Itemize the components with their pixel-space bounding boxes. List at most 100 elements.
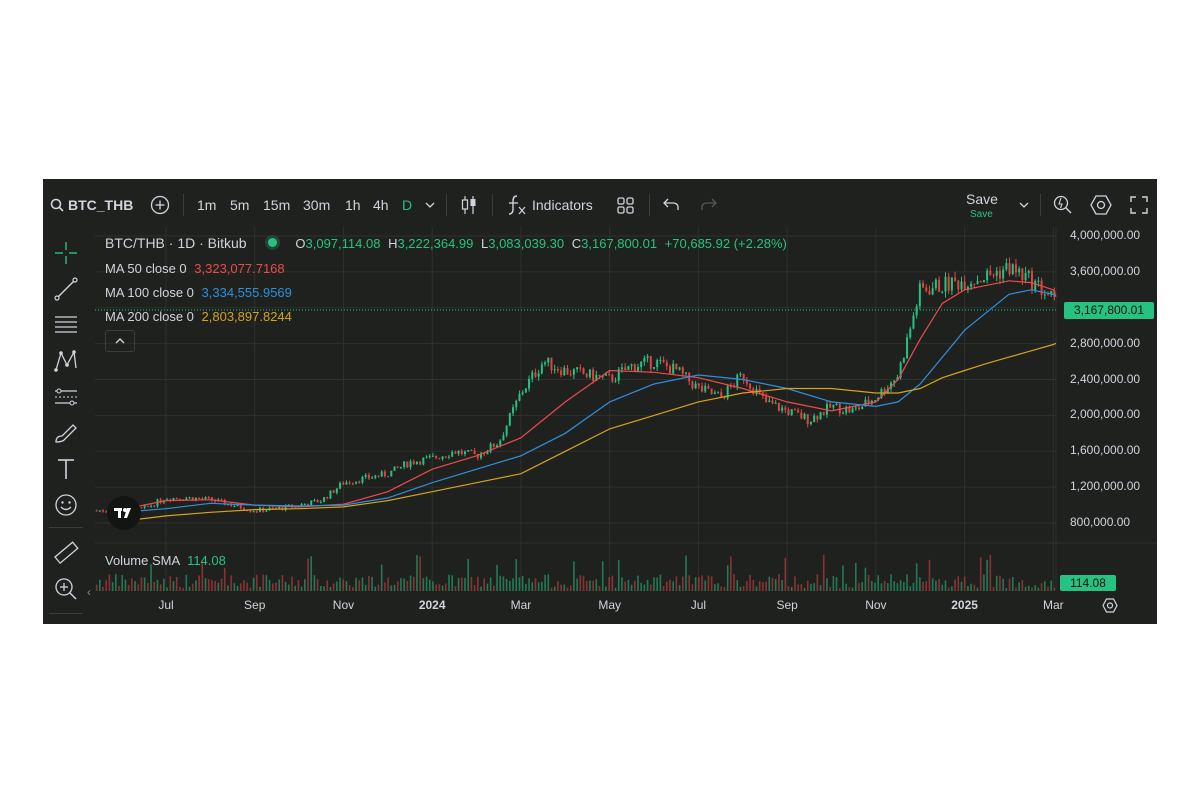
volume-bar (797, 584, 799, 591)
candle-body (662, 359, 665, 363)
save-button[interactable]: Save (966, 191, 998, 207)
axis-settings-icon[interactable] (1102, 598, 1118, 613)
candle-body (313, 500, 316, 502)
volume-bar (903, 582, 905, 591)
candle-body (393, 466, 396, 471)
chevron-down-icon[interactable] (1019, 201, 1029, 209)
volume-bar (656, 577, 658, 591)
volume-bar (919, 577, 921, 591)
text-icon[interactable] (53, 456, 79, 482)
volume-bar (320, 585, 322, 591)
volume-legend[interactable]: Volume SMA 114.08 (105, 553, 226, 568)
volume-bar (102, 586, 104, 591)
fib-retracement-icon[interactable] (53, 312, 79, 338)
interval-1h[interactable]: 1h (345, 197, 361, 213)
candle-body (598, 374, 601, 377)
ma50-legend[interactable]: MA 50 close 0 3,323,077.7168 (105, 261, 285, 276)
volume-bar (1008, 578, 1011, 591)
function-icon[interactable] (507, 194, 527, 216)
volume-bar (963, 576, 966, 591)
chevron-down-icon[interactable] (425, 201, 435, 209)
volume-bar (864, 567, 867, 591)
candle-body (736, 374, 739, 388)
interval-1m[interactable]: 1m (197, 197, 217, 213)
compare-add-icon[interactable] (150, 195, 170, 215)
candle-body (467, 450, 470, 452)
close-value: 3,167,800.01 (581, 236, 658, 251)
interval-30m[interactable]: 30m (303, 197, 331, 213)
candle-body (220, 499, 223, 501)
interval-5m[interactable]: 5m (230, 197, 250, 213)
volume-bar (294, 585, 297, 591)
price-chart[interactable] (43, 179, 1157, 624)
volume-bar (111, 582, 114, 591)
volume-bar (460, 577, 463, 591)
indicators-button[interactable]: Indicators (532, 197, 593, 213)
volume-bar (899, 580, 902, 591)
candle-body (749, 383, 752, 389)
fullscreen-icon[interactable] (1130, 196, 1148, 214)
candle-body (483, 453, 486, 455)
redo-icon[interactable] (701, 198, 717, 211)
interval-d[interactable]: D (402, 197, 413, 213)
volume-bar (832, 576, 835, 591)
zoom-in-icon[interactable] (53, 576, 79, 602)
volume-bar (784, 557, 787, 591)
candle-body (531, 372, 534, 379)
candle-body (809, 421, 812, 425)
pattern-icon[interactable] (53, 348, 79, 374)
candle-body (140, 507, 143, 509)
candle-body (223, 499, 226, 505)
volume-bar (835, 577, 838, 591)
volume-bar (278, 579, 280, 591)
chevron-up-icon (115, 338, 125, 344)
volume-bar (746, 581, 748, 591)
collapse-legend-button[interactable] (105, 330, 135, 352)
trend-line-icon[interactable] (53, 276, 79, 302)
candle-body (198, 497, 201, 499)
candlestick-icon[interactable] (460, 195, 478, 215)
ma200-legend[interactable]: MA 200 close 0 2,803,897.8244 (105, 309, 292, 324)
candle-body (934, 279, 937, 289)
volume-bar (730, 556, 732, 591)
volume-bar (637, 575, 639, 591)
crosshair-icon[interactable] (53, 240, 79, 266)
volume-bar (624, 581, 626, 591)
candle-body (524, 388, 527, 393)
ruler-icon[interactable] (53, 540, 79, 566)
toolbar-divider (183, 194, 184, 216)
candle-body (899, 362, 902, 378)
forecast-icon[interactable] (53, 384, 79, 410)
candle-body (246, 510, 249, 512)
candle-body (476, 454, 479, 459)
ma100-legend[interactable]: MA 100 close 0 3,334,555.9569 (105, 285, 292, 300)
collapse-toolbar-arrow[interactable]: ‹ (87, 585, 91, 599)
candle-body (537, 373, 540, 377)
volume-bar (752, 579, 755, 591)
quick-search-icon[interactable] (1053, 195, 1073, 215)
layout-grid-icon[interactable] (617, 197, 634, 214)
volume-bar (134, 581, 136, 591)
candle-body (947, 276, 950, 291)
save-sub-label: Save (970, 209, 993, 220)
emoji-icon[interactable] (53, 492, 79, 518)
candle-body (512, 407, 515, 414)
volume-bar (380, 564, 383, 591)
time-tick-label: May (598, 598, 621, 612)
tradingview-logo[interactable] (107, 496, 141, 530)
candle-body (995, 270, 998, 276)
interval-4h[interactable]: 4h (373, 197, 389, 213)
settings-icon[interactable] (1090, 195, 1112, 215)
interval-15m[interactable]: 15m (263, 197, 291, 213)
undo-icon[interactable] (663, 198, 679, 211)
volume-bar (829, 586, 831, 591)
volume-bar (412, 576, 415, 591)
candle-body (652, 367, 655, 369)
volume-bar (845, 583, 847, 591)
candle-body (771, 400, 774, 404)
candle-body (544, 362, 547, 365)
search-icon[interactable] (50, 198, 64, 212)
symbol-search-label[interactable]: BTC_THB (68, 197, 134, 213)
symbol-title[interactable]: BTC/THB · 1D · Bitkub (105, 235, 247, 251)
brush-icon[interactable] (53, 420, 79, 446)
